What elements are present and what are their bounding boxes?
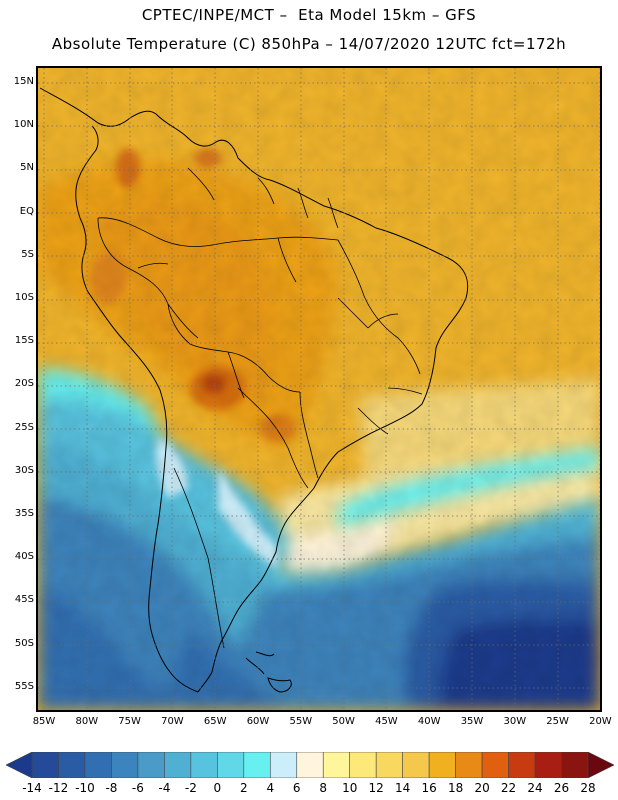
graticule bbox=[38, 68, 600, 710]
colorbar-bin bbox=[561, 752, 589, 778]
colorbar-level-label: -12 bbox=[48, 781, 69, 795]
lat-label: 30S bbox=[14, 464, 34, 476]
temperature-map bbox=[36, 66, 602, 712]
colorbar-bin bbox=[269, 752, 298, 778]
map-title-line2: Absolute Temperature (C) 850hPa – 14/07/… bbox=[51, 35, 567, 53]
colorbar-bin bbox=[58, 752, 86, 778]
colorbar-level-label: 18 bbox=[447, 781, 464, 795]
lon-label: 70W bbox=[161, 716, 184, 727]
colorbar-bin bbox=[349, 752, 377, 778]
lon-label: 55W bbox=[289, 716, 313, 727]
map-canvas bbox=[38, 68, 600, 710]
lat-label: 5N bbox=[20, 162, 34, 174]
lat-label: 10S bbox=[14, 292, 34, 303]
lon-label: 60W bbox=[246, 716, 270, 727]
lat-label: 20S bbox=[14, 378, 34, 390]
lon-label: 75W bbox=[118, 716, 141, 727]
lon-label: 80W bbox=[75, 716, 99, 727]
colorbar-bin bbox=[375, 752, 403, 778]
colorbar-level-label: 10 bbox=[342, 781, 358, 795]
colorbar-bin bbox=[322, 752, 351, 778]
colorbar-bin bbox=[534, 752, 562, 778]
colorbar-bin bbox=[428, 752, 456, 778]
colorbar-bin bbox=[508, 752, 536, 778]
map-title-line1: CPTEC/INPE/MCT – Eta Model 15km – GFS bbox=[141, 6, 477, 24]
colorbar-level-label: 8 bbox=[319, 781, 328, 795]
lat-label: 15N bbox=[13, 76, 34, 87]
colorbar-bin bbox=[217, 752, 245, 778]
lat-label: 55S bbox=[14, 680, 34, 692]
colorbar-bin bbox=[31, 752, 59, 778]
colorbar-level-label: 2 bbox=[239, 781, 248, 795]
colorbar-arrow-low bbox=[6, 752, 33, 778]
coastline bbox=[39, 87, 469, 693]
lat-label: 25S bbox=[14, 421, 34, 433]
lon-label: 50W bbox=[332, 716, 355, 727]
lat-label: 15S bbox=[14, 335, 34, 347]
lon-label: 45W bbox=[375, 716, 398, 727]
colorbar-level-label: -8 bbox=[105, 781, 118, 795]
colorbar-level-label: 20 bbox=[474, 781, 490, 795]
lat-label: 40S bbox=[14, 551, 34, 563]
lat-label: 50S bbox=[14, 637, 34, 649]
colorbar-level-label: 22 bbox=[500, 781, 517, 795]
colorbar-level-label: 28 bbox=[580, 781, 596, 795]
temperature-colorbar bbox=[6, 752, 614, 778]
colorbar-bin bbox=[481, 752, 509, 778]
lon-label: 85W bbox=[32, 716, 56, 727]
colorbar-level-label: 6 bbox=[292, 781, 301, 795]
colorbar-bin bbox=[243, 752, 271, 778]
lon-label: 30W bbox=[503, 716, 527, 727]
colorbar-bin bbox=[402, 752, 430, 778]
colorbar-bin bbox=[455, 752, 483, 778]
colorbar-level-label: 26 bbox=[553, 781, 570, 795]
colorbar-level-label: 4 bbox=[266, 781, 275, 795]
colorbar-level-label: 24 bbox=[527, 781, 543, 795]
lat-label: EQ bbox=[19, 205, 34, 217]
lat-label: 45S bbox=[14, 594, 34, 606]
colorbar-level-label: -6 bbox=[131, 781, 144, 795]
colorbar-level-label: -2 bbox=[184, 781, 197, 795]
lat-label: 35S bbox=[14, 508, 34, 519]
lat-label: 5S bbox=[21, 248, 34, 260]
lon-label: 20W bbox=[589, 716, 612, 727]
lon-label: 25W bbox=[546, 716, 569, 727]
colorbar-arrow-high bbox=[587, 752, 614, 778]
colorbar-level-label: 12 bbox=[368, 781, 384, 795]
colorbar-level-label: 14 bbox=[395, 781, 411, 795]
lon-label: 40W bbox=[417, 716, 441, 727]
colorbar-level-label: 16 bbox=[421, 781, 437, 795]
lat-label: 10N bbox=[13, 119, 34, 131]
colorbar-level-label: -10 bbox=[75, 781, 95, 795]
colorbar-level-label: -14 bbox=[22, 781, 42, 795]
lon-label: 35W bbox=[460, 716, 484, 727]
country-borders bbox=[97, 167, 423, 649]
colorbar-bin bbox=[111, 752, 139, 778]
colorbar-level-label: -4 bbox=[158, 781, 171, 795]
field-texture bbox=[38, 68, 600, 710]
colorbar-bin bbox=[190, 752, 218, 778]
colorbar-bin bbox=[296, 752, 324, 778]
colorbar-bin bbox=[137, 752, 165, 778]
colorbar-bin bbox=[84, 752, 112, 778]
colorbar-bin bbox=[164, 752, 192, 778]
colorbar-level-label: 0 bbox=[213, 781, 222, 795]
lon-label: 65W bbox=[203, 716, 227, 727]
